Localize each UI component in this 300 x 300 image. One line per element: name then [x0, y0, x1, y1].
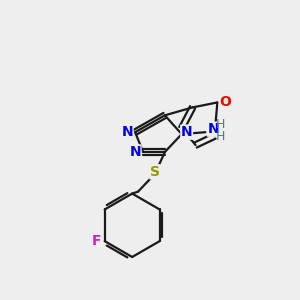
Text: N: N	[122, 125, 133, 139]
Text: N: N	[181, 125, 193, 139]
Text: F: F	[92, 234, 101, 248]
Text: H: H	[215, 118, 225, 131]
Text: S: S	[150, 165, 160, 179]
Text: H: H	[215, 130, 225, 142]
Text: N: N	[208, 122, 219, 136]
Text: N: N	[129, 145, 141, 159]
Text: O: O	[219, 95, 231, 110]
